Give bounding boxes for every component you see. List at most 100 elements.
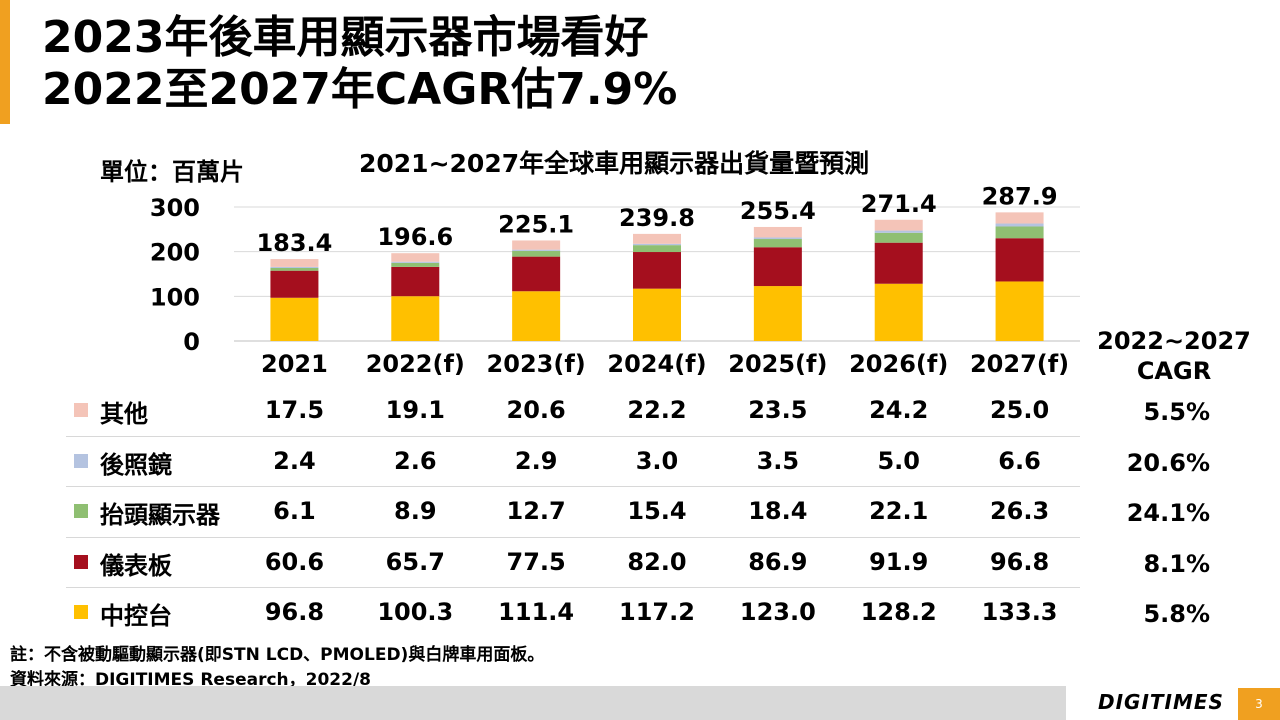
table-cell: 24.2 (869, 396, 929, 424)
table-cell: 22.2 (627, 396, 687, 424)
stacked-bar-chart: 0 100 200 300 183.4 2021 196.6 2022(f) 225.1 2023… (150, 182, 1080, 378)
page-number: 3 (1238, 688, 1280, 720)
cagr-value: 5.5% (1143, 398, 1210, 426)
table-cell: 96.8 (264, 598, 325, 627)
cagr-value: 24.1% (1126, 499, 1210, 528)
y-tick-label: 100 (150, 283, 200, 311)
bar-segment (633, 252, 681, 289)
bar-segment (512, 240, 561, 250)
table-row: 中控台 96.8 100.3 111.4 117.2 123.0 128.2 133.3 (66, 588, 1080, 638)
x-tick-label: 2023(f) (487, 350, 586, 378)
cagr-header-line-2: CAGR (1136, 357, 1212, 385)
cagr-value: 20.6% (1126, 448, 1210, 477)
bar-segment (753, 286, 802, 341)
table-cell: 100.3 (377, 598, 454, 627)
bar-segment (512, 249, 561, 251)
bar-segment (391, 253, 440, 262)
title-line-1: 2023年後車用顯示器市場看好 (42, 12, 649, 63)
bar-segment (512, 256, 561, 292)
bar-segment (633, 233, 681, 244)
bar-segment (753, 237, 802, 240)
table-cell: 2.4 (273, 446, 316, 475)
bar-segment (512, 250, 561, 257)
source-note: 資料來源：DIGITIMES Research，2022/8 (10, 670, 371, 690)
cagr-value: 8.1% (1143, 549, 1210, 578)
bar-segment (633, 288, 681, 341)
bar-segment (995, 238, 1044, 282)
cagr-header: 2022~2027 CAGR (1094, 326, 1254, 386)
unit-label: 單位：百萬片 (100, 158, 244, 186)
table-cell: 17.5 (264, 396, 325, 424)
table-cell: 82.0 (627, 547, 687, 576)
table-cell: 23.5 (748, 396, 808, 424)
x-tick-label: 2022(f) (366, 350, 465, 378)
table-cell: 25.0 (989, 396, 1050, 424)
legend-swatch (74, 554, 88, 569)
bar-segment (391, 266, 440, 297)
bar-segment (270, 270, 319, 298)
bar-segment (874, 219, 923, 231)
bar-segment (995, 226, 1044, 239)
bar-segment (874, 242, 923, 284)
table-cell: 91.9 (869, 547, 929, 576)
footer-bar (0, 686, 1066, 720)
table-cell: 65.7 (385, 547, 445, 576)
table-cell: 19.1 (385, 396, 445, 424)
table-cell: 133.3 (981, 598, 1058, 627)
slide-title: 2023年後車用顯示器市場看好 2022至2027年CAGR估7.9% (42, 12, 677, 116)
table-cell: 6.6 (998, 446, 1041, 475)
bar-segment (874, 230, 923, 233)
table-cell: 18.4 (748, 497, 808, 526)
footnote: 註：不含被動驅動顯示器(即STN LCD、PMOLED)與白牌車用面板。 (10, 645, 545, 665)
table-cell: 117.2 (619, 598, 695, 627)
cagr-value: 5.8% (1143, 600, 1210, 629)
legend-swatch (74, 403, 88, 417)
table-row: 抬頭顯示器 6.1 8.9 12.7 15.4 18.4 22.1 26.3 (66, 487, 1080, 537)
table-cell: 3.0 (635, 446, 679, 475)
bar-total-label: 196.6 (377, 223, 453, 251)
bar-segment (270, 266, 319, 268)
legend-swatch (74, 605, 88, 620)
x-tick-label: 2027(f) (970, 350, 1069, 378)
bar-segment (995, 223, 1044, 227)
bar-segment (512, 291, 561, 341)
legend-swatch (74, 453, 88, 468)
bar-segment (391, 262, 440, 267)
legend-label: 中控台 (100, 602, 172, 631)
legend-swatch (74, 504, 88, 519)
table-cell: 12.7 (506, 497, 566, 526)
table-cell: 20.6 (506, 396, 566, 424)
bar-segment (753, 239, 802, 248)
bar-segment (753, 226, 802, 238)
x-tick-label: 2026(f) (849, 350, 948, 378)
bar-segment (995, 212, 1044, 224)
bar-total-label: 271.4 (861, 190, 937, 218)
table-cell: 86.9 (748, 547, 808, 576)
bar-segment (270, 297, 319, 341)
y-tick-label: 300 (150, 194, 200, 222)
table-cell: 123.0 (739, 598, 816, 627)
table-cell: 60.6 (264, 547, 325, 576)
table-row: 後照鏡 2.4 2.6 2.9 3.0 3.5 5.0 6.6 (66, 437, 1080, 487)
bar-total-label: 287.9 (982, 182, 1058, 210)
digitimes-logo: DIGITIMES (1098, 690, 1224, 714)
bar-segment (270, 267, 319, 271)
accent-bar (0, 0, 10, 124)
bar-segment (270, 259, 319, 267)
bar-segment (874, 283, 923, 341)
y-tick-label: 0 (183, 328, 200, 356)
table-cell: 128.2 (860, 598, 937, 627)
bar-segment (633, 245, 681, 253)
row-divider (66, 536, 1080, 538)
table-cell: 26.3 (989, 497, 1050, 526)
table-cell: 8.9 (394, 497, 437, 526)
table-cell: 6.1 (273, 497, 316, 526)
table-cell: 111.4 (498, 598, 575, 627)
legend-label: 抬頭顯示器 (100, 501, 220, 530)
table-row: 儀表板 60.6 65.7 77.5 82.0 86.9 91.9 96.8 (66, 538, 1080, 588)
cagr-header-line-1: 2022~2027 (1097, 327, 1251, 355)
y-tick-label: 200 (150, 239, 200, 267)
legend-label: 後照鏡 (100, 450, 172, 479)
row-divider (66, 435, 1080, 437)
table-cell: 2.9 (514, 446, 558, 475)
